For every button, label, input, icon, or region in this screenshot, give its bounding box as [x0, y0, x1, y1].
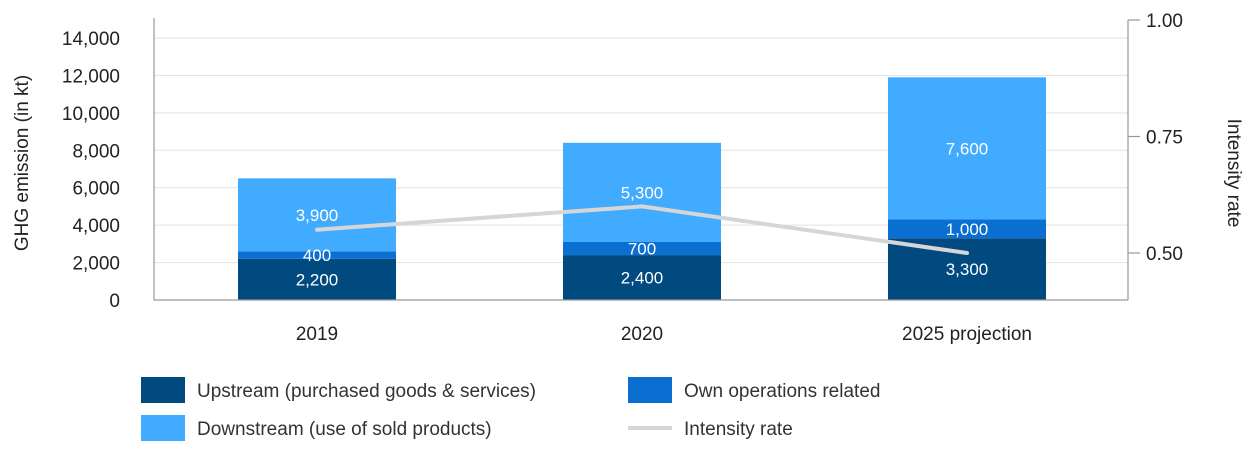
legend-swatch [141, 377, 185, 403]
y-tick-label: 12,000 [62, 66, 120, 87]
y2-tick-label: 0.50 [1146, 244, 1183, 265]
y-tick-label: 10,000 [62, 104, 120, 125]
bar-segment [563, 142, 721, 242]
y2-tick-label: 1.00 [1146, 11, 1183, 32]
bar-value-label: 700 [628, 240, 656, 259]
legend: Upstream (purchased goods & services) Own… [141, 377, 880, 441]
bar-data-labels: 2,200 400 3,900 2,400 700 5,300 3,300 1,000 7,60… [296, 139, 989, 289]
legend-label: Upstream (purchased goods & services) [197, 381, 536, 402]
legend-label: Downstream (use of sold products) [197, 419, 492, 440]
bar-value-label: 3,300 [946, 260, 989, 279]
legend-swatch [141, 415, 185, 441]
stacked-bars [238, 77, 1046, 300]
bar-value-label: 400 [303, 246, 331, 265]
bar-segment [888, 238, 1046, 300]
y2-axis-title: Intensity rate [1223, 119, 1244, 228]
bar-value-label: 5,300 [621, 183, 664, 202]
y-tick-label: 8,000 [72, 141, 120, 162]
legend-swatch [628, 377, 672, 403]
bar-segment [563, 255, 721, 300]
x-tick-label: 2020 [621, 324, 663, 345]
bar-value-label: 3,900 [296, 206, 339, 225]
bar-segment [238, 178, 396, 252]
intensity-line [315, 204, 969, 255]
bar-segment [563, 241, 721, 256]
bar-segment [238, 251, 396, 259]
bar-segment [888, 77, 1046, 220]
bar-segment [888, 219, 1046, 239]
bar-segment [238, 258, 396, 300]
bar-value-label: 7,600 [946, 139, 989, 158]
y-tick-label: 4,000 [72, 216, 120, 237]
y-tick-label: 14,000 [62, 29, 120, 50]
y-tick-label: 0 [109, 291, 120, 312]
axes [153, 18, 1140, 301]
bar-value-label: 1,000 [946, 220, 989, 239]
tick-labels: 0 2,000 4,000 6,000 8,000 10,000 12,000 14,000 0… [62, 11, 1183, 345]
intensity-point [315, 227, 319, 232]
y-axis-title: GHG emission (in kt) [12, 75, 33, 251]
y-tick-label: 6,000 [72, 179, 120, 200]
y-tick-label: 2,000 [72, 254, 120, 275]
intensity-point [965, 251, 969, 255]
legend-label: Own operations related [684, 381, 880, 402]
x-tick-label: 2025 projection [902, 324, 1032, 345]
legend-label: Intensity rate [684, 419, 793, 440]
x-tick-label: 2019 [296, 324, 338, 345]
bar-value-label: 2,400 [621, 269, 664, 288]
y2-tick-label: 0.75 [1146, 128, 1183, 149]
bar-value-label: 2,200 [296, 270, 339, 289]
intensity-point [640, 204, 644, 209]
